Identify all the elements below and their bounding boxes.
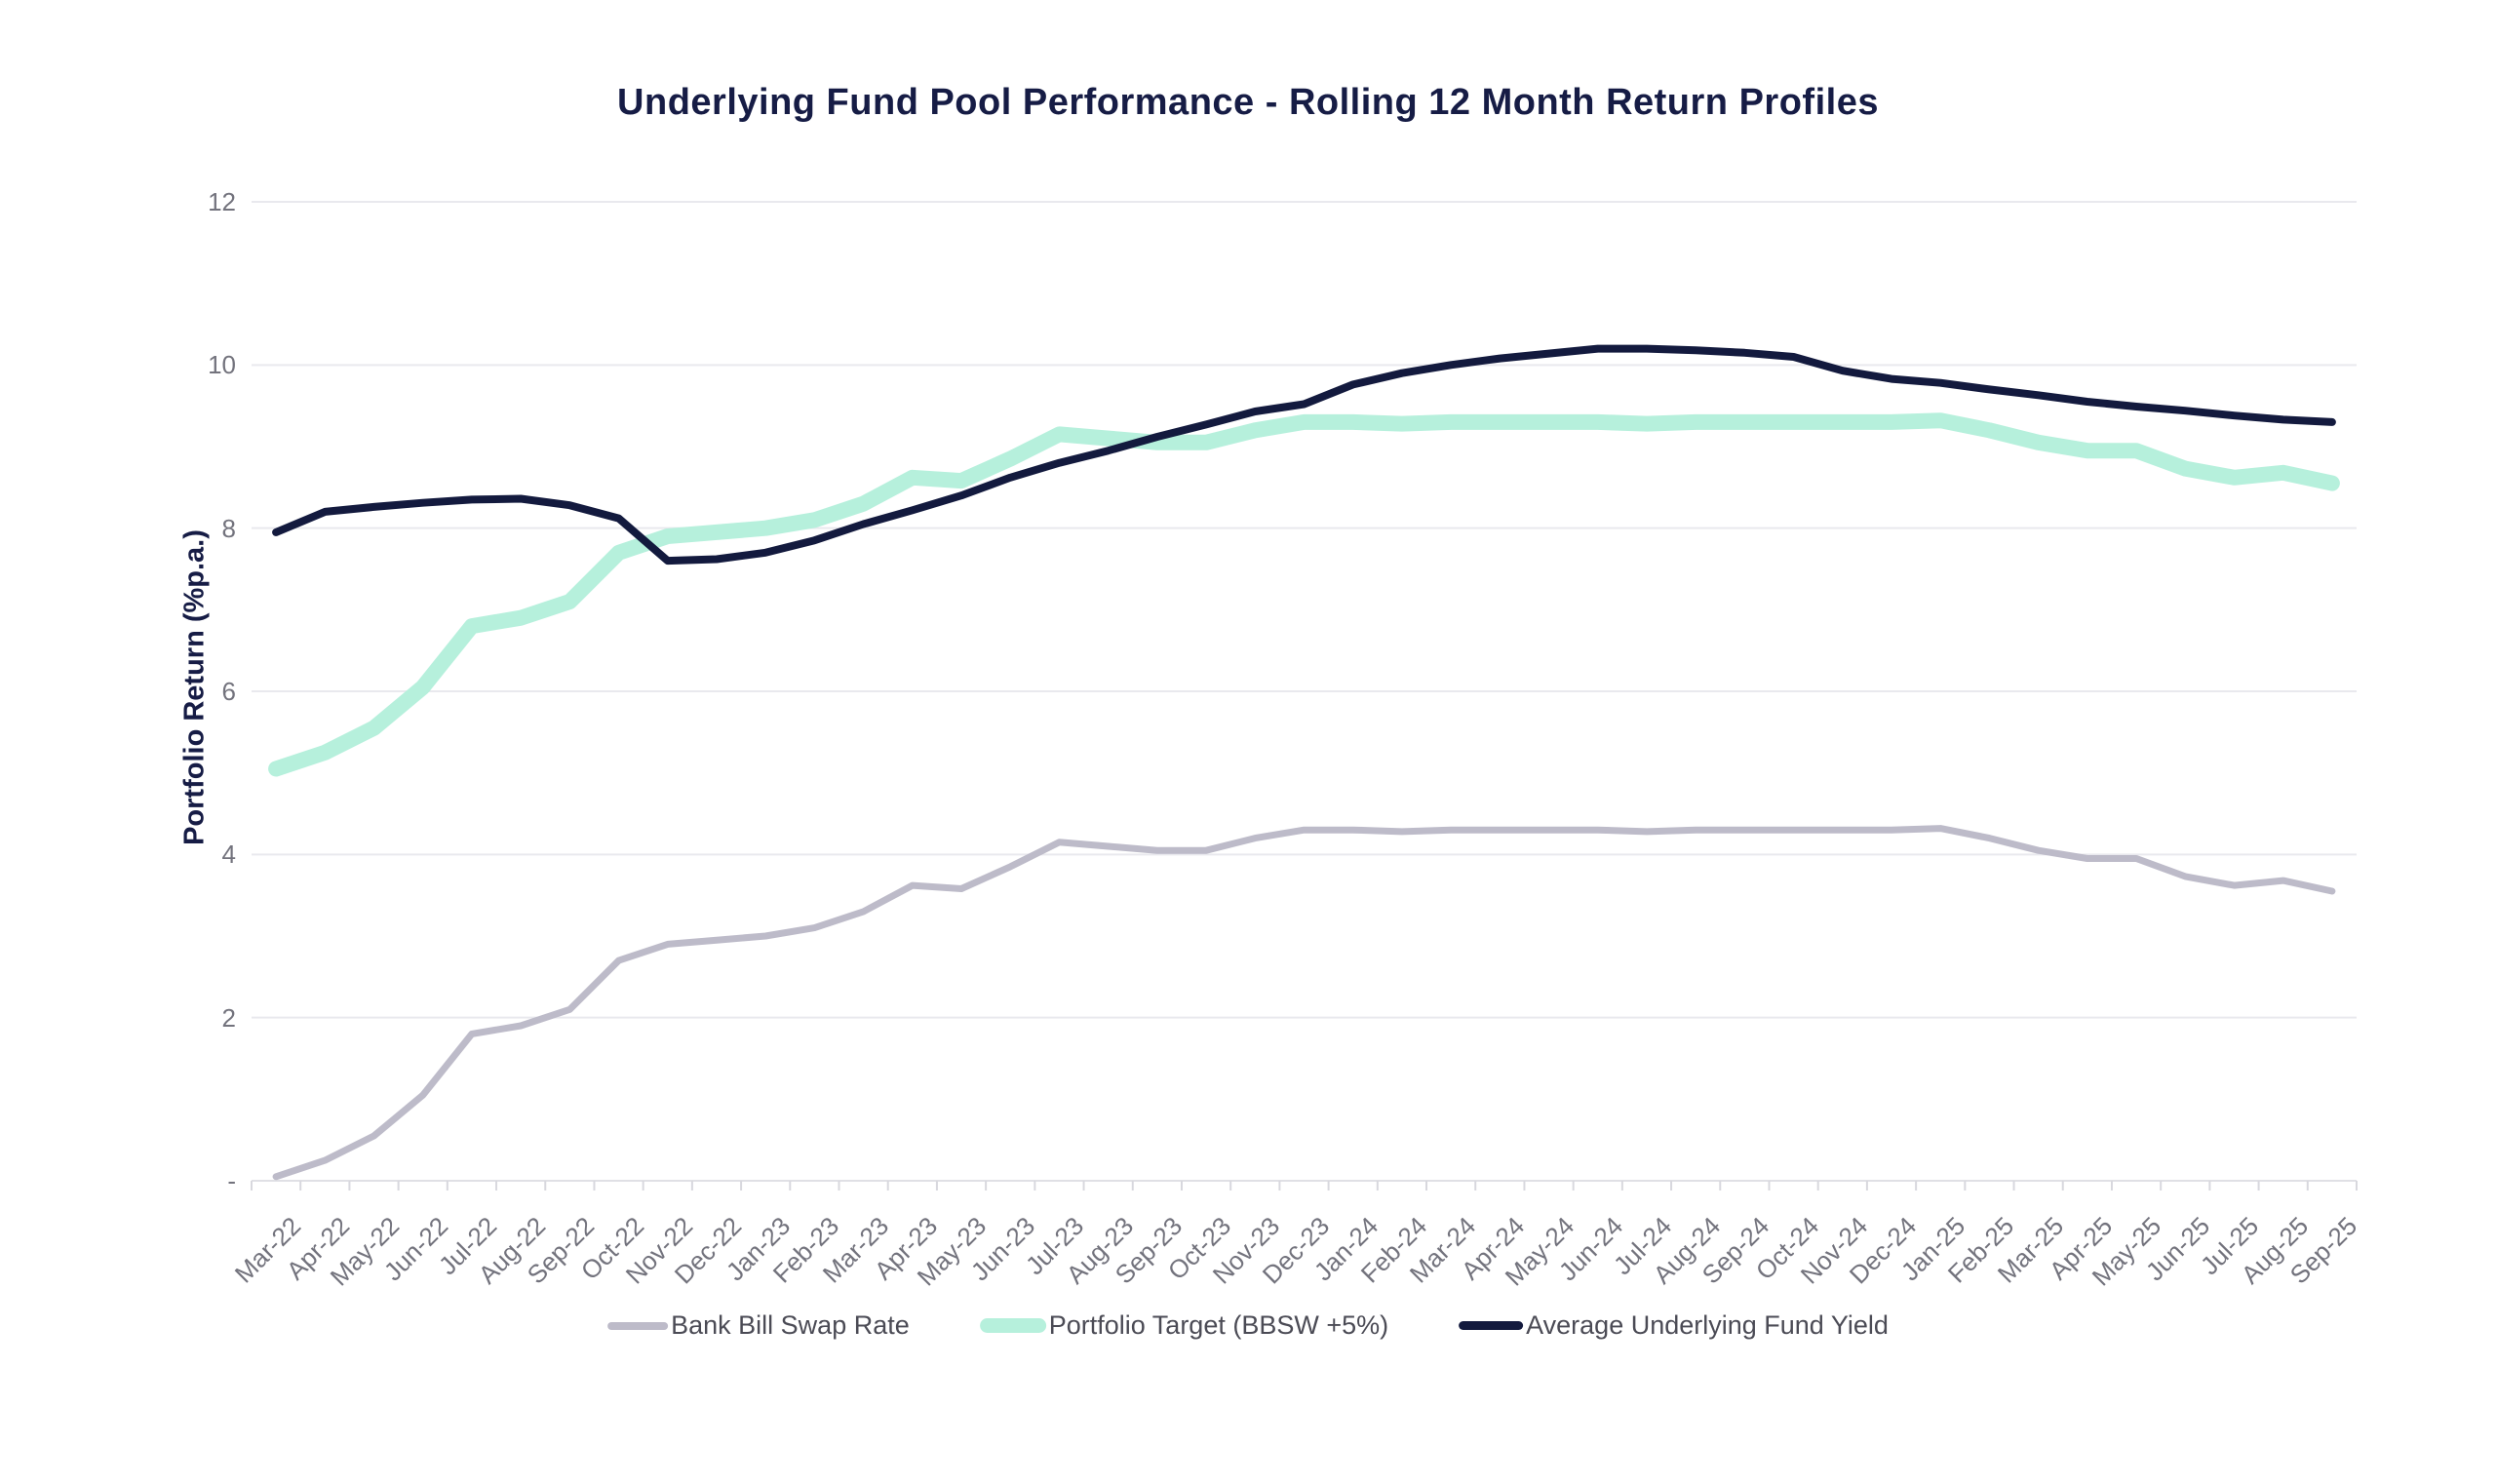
y-tick-label-6: 6 <box>221 677 236 706</box>
average-underlying-fund-yield-line <box>272 344 2336 566</box>
y-tick-label-4: 4 <box>221 840 236 870</box>
legend-swatch-portfolio-target <box>979 1318 1046 1333</box>
legend-label-bank-bill-swap-rate: Bank Bill Swap Rate <box>671 1310 910 1340</box>
legend-label-portfolio-target: Portfolio Target (BBSW +5%) <box>1048 1310 1389 1340</box>
y-tick-label--: - <box>227 1166 236 1195</box>
y-tick-label-12: 12 <box>208 187 236 216</box>
legend-item-bank-bill-swap-rate[interactable]: Bank Bill Swap Rate <box>607 1310 910 1341</box>
chart-legend: Bank Bill Swap Rate Portfolio Target (BBS… <box>607 1310 1889 1341</box>
chart-title: Underlying Fund Pool Performance - Rolli… <box>617 82 1879 123</box>
y-tick-label-2: 2 <box>221 1002 236 1033</box>
y-tick-label-10: 10 <box>208 350 236 380</box>
bank-bill-swap-rate-line <box>272 825 2336 1181</box>
legend-item-portfolio-target[interactable]: Portfolio Target (BBSW +5%) <box>979 1310 1389 1341</box>
legend-item-average-underlying-fund-yield[interactable]: Average Underlying Fund Yield <box>1459 1310 1889 1341</box>
legend-swatch-bank-bill-swap-rate <box>607 1321 669 1330</box>
y-tick-label-8: 8 <box>221 513 236 543</box>
legend-label-average-underlying-fund-yield: Average Underlying Fund Yield <box>1526 1310 1889 1340</box>
portfolio-target-line <box>268 412 2340 777</box>
legend-swatch-average-underlying-fund-yield <box>1459 1321 1524 1330</box>
